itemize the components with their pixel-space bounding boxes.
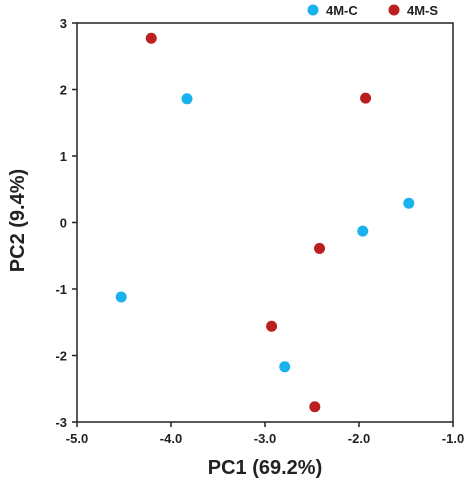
y-tick-label: -3	[55, 415, 67, 430]
y-tick-label: 0	[60, 216, 67, 231]
data-point	[181, 93, 193, 105]
data-points	[115, 32, 415, 413]
legend-label: 4M-S	[407, 3, 438, 18]
x-tick-label: -4.0	[160, 431, 182, 446]
data-point	[266, 320, 278, 332]
y-tick-label: 2	[60, 83, 67, 98]
data-point	[309, 401, 321, 413]
y-tick-label: 3	[60, 16, 67, 31]
y-tick-label: -2	[55, 349, 67, 364]
legend-marker	[388, 4, 400, 16]
x-tick-label: -5.0	[66, 431, 88, 446]
y-axis-title: PC2 (9.4%)	[7, 169, 29, 272]
legend: 4M-C 4M-S	[307, 3, 438, 18]
data-point	[357, 225, 369, 237]
y-tick-label: 1	[60, 149, 67, 164]
data-point	[403, 197, 415, 209]
x-tick-label: -2.0	[348, 431, 370, 446]
x-tick-label: -1.0	[442, 431, 464, 446]
data-point	[145, 32, 157, 44]
data-point	[279, 361, 291, 373]
y-tick-label: -1	[55, 282, 67, 297]
x-axis-title: PC1 (69.2%)	[208, 457, 323, 479]
legend-marker	[307, 4, 319, 16]
axes: -5.0 -4.0 -3.0 -2.0 -1.0 -3 -2 -1 0 1 2 3	[55, 16, 464, 446]
legend-label: 4M-C	[326, 3, 358, 18]
data-point	[115, 291, 127, 303]
plot-frame	[76, 22, 454, 423]
x-tick-label: -3.0	[254, 431, 276, 446]
data-point	[314, 242, 326, 254]
data-point	[360, 92, 372, 104]
